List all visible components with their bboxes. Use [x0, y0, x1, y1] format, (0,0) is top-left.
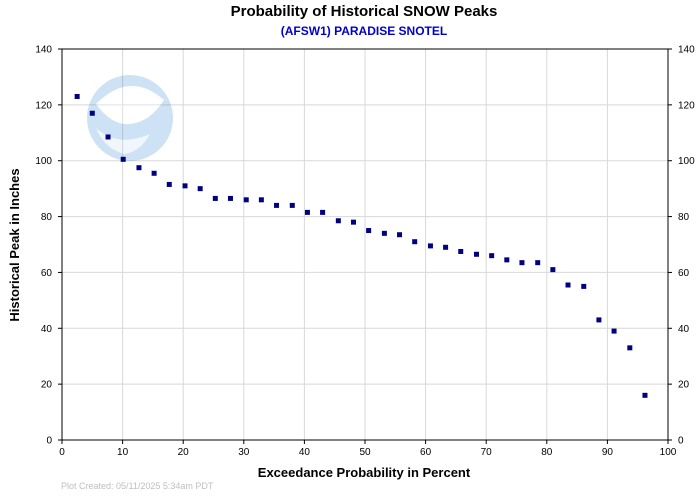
y-tick-label-left: 0 — [46, 436, 52, 447]
data-point — [596, 317, 602, 323]
y-tick-label-right: 140 — [678, 45, 695, 56]
data-point — [504, 257, 510, 263]
data-point — [381, 230, 387, 236]
y-tick-label-left: 120 — [35, 100, 52, 111]
chart-title: Probability of Historical SNOW Peaks — [231, 3, 498, 20]
data-point — [611, 328, 617, 334]
x-axis-label: Exceedance Probability in Percent — [258, 465, 471, 480]
plot-frame — [61, 48, 669, 441]
x-tick-label: 100 — [660, 447, 677, 458]
data-point — [120, 156, 126, 162]
y-tick-label-left: 60 — [41, 268, 53, 279]
grid — [62, 49, 668, 440]
y-axis-label: Historical Peak in Inches — [7, 168, 22, 321]
x-tick-label: 10 — [117, 447, 129, 458]
data-point — [627, 345, 633, 351]
data-point — [89, 110, 95, 116]
data-point — [474, 251, 480, 257]
x-tick-label: 0 — [59, 447, 65, 458]
y-tick-label-right: 40 — [678, 324, 690, 335]
x-tick-label: 80 — [541, 447, 553, 458]
y-tick-label-right: 20 — [678, 380, 690, 391]
data-point — [304, 209, 310, 215]
y-tick-label-right: 120 — [678, 100, 695, 111]
data-point — [550, 267, 556, 273]
data-point — [182, 183, 188, 189]
data-point — [350, 219, 356, 225]
data-point — [565, 282, 571, 288]
y-tick-label-right: 100 — [678, 156, 695, 167]
data-point — [489, 253, 495, 259]
x-tick-label: 90 — [602, 447, 614, 458]
y-tick-label-left: 20 — [41, 380, 53, 391]
x-tick-label: 70 — [481, 447, 493, 458]
data-point — [535, 260, 541, 266]
data-point — [136, 165, 142, 171]
x-tick-label: 30 — [238, 447, 250, 458]
data-point — [105, 134, 111, 140]
data-points — [74, 93, 648, 398]
data-point — [197, 186, 203, 192]
y-tick-label-right: 60 — [678, 268, 690, 279]
data-point — [519, 260, 525, 266]
data-point — [74, 93, 80, 99]
data-point — [642, 392, 648, 398]
x-tick-label: 20 — [178, 447, 190, 458]
data-point — [335, 218, 341, 224]
data-point — [458, 248, 464, 254]
data-point — [397, 232, 403, 238]
data-point — [581, 283, 587, 289]
data-point — [443, 244, 449, 250]
x-tick-label: 60 — [420, 447, 432, 458]
data-point — [366, 228, 372, 234]
data-point — [258, 197, 264, 203]
data-point — [166, 181, 172, 187]
chart-subtitle: (AFSW1) PARADISE SNOTEL — [281, 24, 447, 38]
noaa-logo-icon: NOAA — [87, 75, 173, 161]
noaa-logo-text: NOAA — [109, 90, 150, 106]
y-tick-label-left: 80 — [41, 212, 53, 223]
data-point — [289, 202, 295, 208]
y-tick-label-left: 100 — [35, 156, 52, 167]
data-point — [427, 243, 433, 249]
y-tick-label-left: 40 — [41, 324, 53, 335]
x-tick-label: 40 — [299, 447, 311, 458]
data-point — [212, 195, 218, 201]
data-point — [320, 209, 326, 215]
plot-created-footer: Plot Created: 05/11/2025 5:34am PDT — [61, 481, 214, 491]
y-tick-label-right: 80 — [678, 212, 690, 223]
y-tick-label-right: 0 — [678, 436, 684, 447]
data-point — [227, 195, 233, 201]
y-tick-label-left: 140 — [35, 45, 52, 56]
data-point — [243, 197, 249, 203]
data-point — [274, 202, 280, 208]
data-point — [412, 239, 418, 245]
data-point — [151, 170, 157, 176]
x-tick-label: 50 — [359, 447, 371, 458]
